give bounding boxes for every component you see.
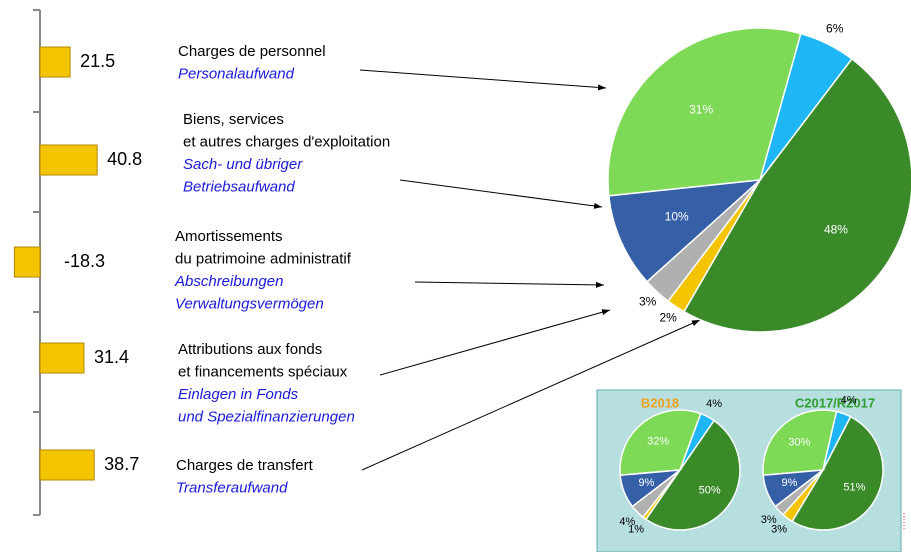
value-label: 31.4	[94, 347, 129, 367]
category-label-fr: Charges de personnel	[178, 43, 326, 60]
category-label-fr: du patrimoine administratif	[175, 250, 352, 267]
pie-slice	[608, 179, 763, 283]
category-label-de: und Spezialfinanzierungen	[178, 408, 355, 425]
pie-label: 30%	[788, 437, 810, 449]
category-label-de: Verwaltungsvermögen	[175, 295, 324, 312]
pie-slice	[762, 469, 826, 508]
bar	[39, 449, 95, 481]
pie-slice	[607, 27, 802, 197]
bar	[39, 342, 85, 374]
category-label-fr: Amortissements	[175, 228, 283, 245]
value-label: 21.5	[80, 51, 115, 71]
value-label: 40.8	[107, 149, 142, 169]
pie-slice	[791, 415, 884, 531]
pie-label: 3%	[771, 523, 787, 535]
pie-label: 2%	[659, 310, 677, 324]
pie-title: C2017/R2017	[795, 395, 875, 410]
pie-label: 9%	[638, 477, 654, 489]
decoration: ⋯⋯	[898, 512, 908, 530]
pie-title: B2018	[641, 395, 679, 410]
pie-label: 10%	[665, 209, 689, 223]
value-label: 38.7	[104, 454, 139, 474]
bar	[39, 46, 71, 78]
pie-label: 4%	[619, 516, 635, 528]
pie-label: 3%	[639, 294, 657, 308]
category-label-fr: Biens, services	[183, 111, 284, 128]
category-label-fr: Charges de transfert	[176, 457, 314, 474]
pie-label: 6%	[826, 22, 844, 36]
pie-slice	[619, 469, 683, 508]
bar	[39, 144, 98, 176]
pie-slice	[619, 409, 702, 477]
category-label-de: Personalaufwand	[178, 65, 295, 82]
pie-label: 50%	[699, 484, 721, 496]
pie-label: 4%	[706, 398, 722, 410]
category-label-de: Sach- und übriger	[183, 156, 303, 173]
category-label-fr: Attributions aux fonds	[178, 341, 322, 358]
category-label-de: Transferaufwand	[176, 479, 288, 496]
pie-slice	[644, 419, 741, 531]
bar	[13, 246, 41, 278]
pie-label: 1%	[628, 523, 644, 535]
pie-label: 4%	[841, 394, 857, 406]
pie-label: 31%	[689, 103, 713, 117]
category-label-de: Betriebsaufwand	[183, 178, 295, 195]
category-label-fr: et financements spéciaux	[178, 363, 348, 380]
pie-label: 48%	[824, 223, 848, 237]
pie-slice	[682, 57, 911, 333]
arrows	[359, 69, 701, 471]
pie-label: 3%	[761, 514, 777, 526]
pie-label: 32%	[647, 435, 669, 447]
category-label-de: Einlagen in Fonds	[178, 386, 299, 403]
value-label: -18.3	[64, 251, 105, 271]
pie-label: 51%	[843, 481, 865, 493]
category-label-fr: et autres charges d'exploitation	[183, 133, 390, 150]
pie-label: 9%	[781, 477, 797, 489]
pie-slice	[762, 409, 838, 477]
category-label-de: Abschreibungen	[174, 273, 283, 290]
